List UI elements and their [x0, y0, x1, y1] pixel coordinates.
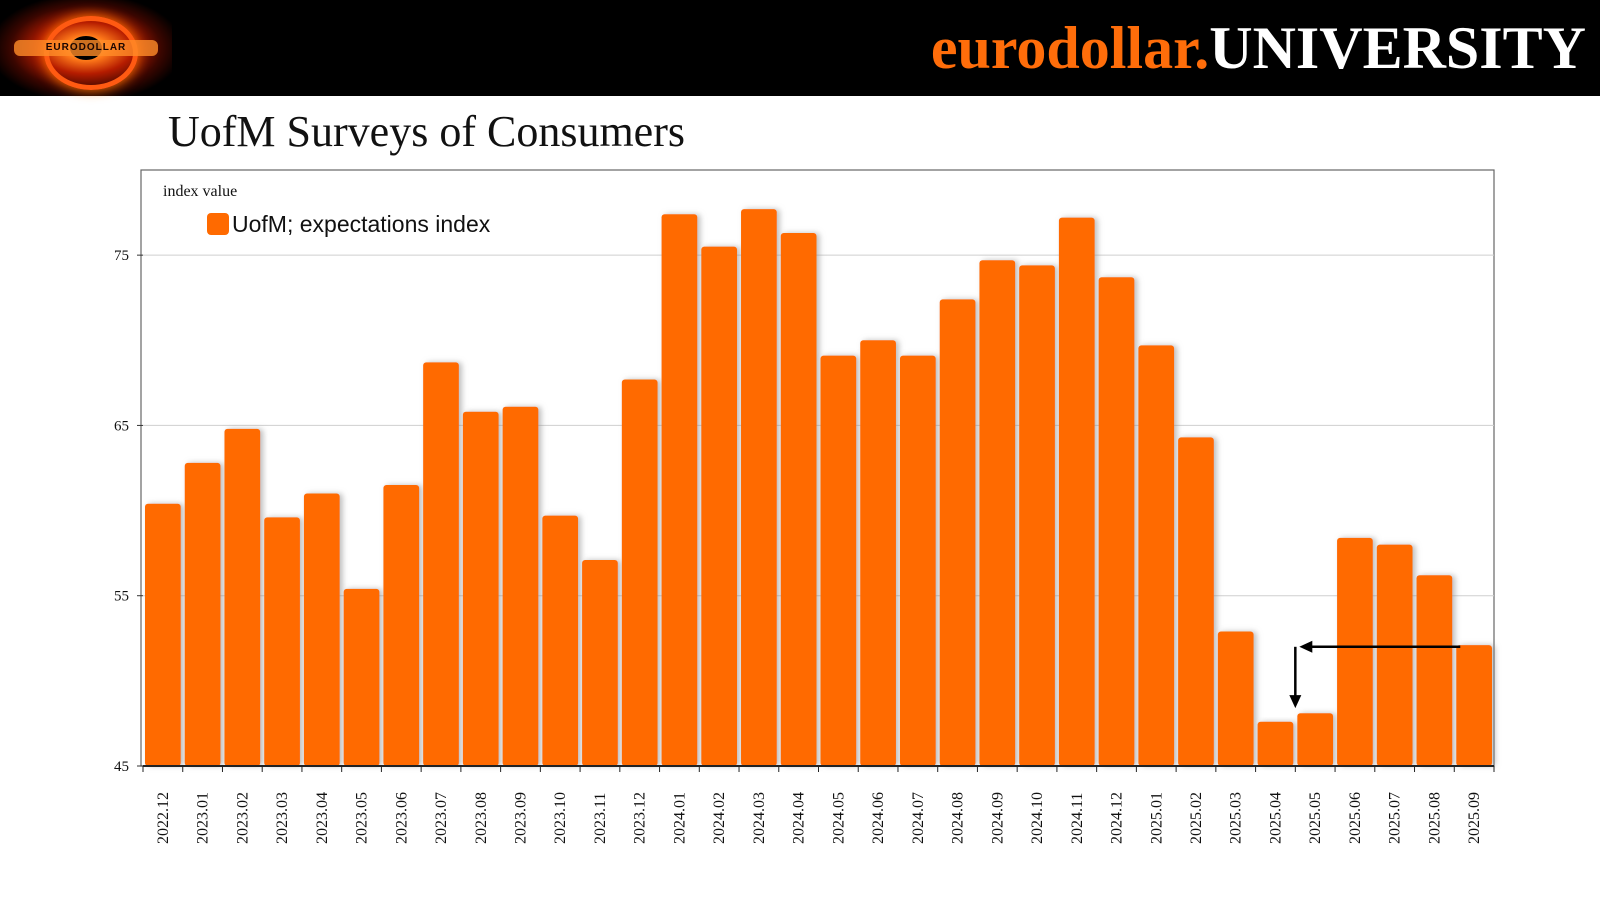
bar: [1297, 713, 1334, 766]
brand-wordmark: eurodollar.UNIVERSITY: [931, 4, 1586, 92]
bar: [1257, 721, 1294, 766]
arrowhead-down-icon: [1289, 695, 1302, 709]
arrowhead-left-icon: [1299, 640, 1313, 653]
x-tick-label: 2023.09: [512, 792, 529, 844]
header-bar: EURODOLLAR eurodollar.UNIVERSITY: [0, 0, 1600, 96]
x-tick-label: 2024.08: [950, 792, 967, 844]
bar: [502, 406, 539, 766]
bar: [820, 355, 857, 766]
bar: [780, 233, 817, 766]
x-tick-label: 2025.04: [1267, 792, 1284, 844]
bar: [621, 379, 658, 766]
eurodollar-logo: EURODOLLAR: [0, 0, 172, 96]
bar: [145, 503, 181, 766]
y-tick-label: 55: [114, 589, 129, 605]
bar: [1456, 645, 1492, 766]
brand-eurodollar: eurodollar.: [930, 15, 1210, 81]
bar: [184, 462, 221, 766]
y-tick-label: 45: [114, 759, 129, 775]
bar: [1217, 631, 1254, 766]
x-tick-label: 2023.06: [393, 792, 410, 844]
x-tick-label: 2024.07: [910, 792, 927, 844]
x-tick-label: 2024.04: [791, 792, 808, 844]
bar: [661, 214, 698, 766]
x-tick-label: 2024.09: [989, 792, 1006, 844]
x-tick-label: 2024.11: [1069, 793, 1086, 844]
x-tick-label: 2025.06: [1347, 792, 1364, 844]
x-tick-label: 2025.05: [1307, 792, 1324, 844]
x-tick-label: 2024.06: [870, 792, 887, 844]
x-tick-label: 2024.02: [711, 792, 728, 844]
bar-chart: 45 55 65 75 2022.12 2023.01 2023.02 2023.03 2023…: [114, 169, 1495, 844]
bar: [542, 515, 579, 766]
bar: [423, 362, 459, 766]
x-tick-label: 2023.03: [274, 792, 291, 844]
bar: [462, 411, 499, 766]
legend-swatch: [207, 213, 229, 235]
bar: [860, 340, 896, 766]
x-tick-label: 2023.02: [234, 792, 251, 844]
bar: [383, 485, 420, 766]
y-axis-label: index value: [163, 183, 237, 200]
y-tick-label: 75: [114, 248, 129, 264]
x-tick-label: 2023.04: [314, 792, 331, 844]
x-tick-label: 2025.01: [1148, 792, 1165, 844]
bar: [701, 246, 738, 767]
x-tick-label: 2025.09: [1466, 792, 1483, 844]
bar: [1416, 575, 1453, 766]
x-tick-label: 2025.02: [1188, 792, 1205, 844]
x-tick-label: 2023.01: [195, 792, 212, 844]
logo-text: EURODOLLAR: [14, 40, 158, 56]
bar: [939, 299, 976, 766]
bar: [1376, 544, 1413, 766]
bar: [979, 260, 1016, 766]
brand-university: UNIVERSITY: [1209, 15, 1586, 81]
x-tick-label: 2024.05: [830, 792, 847, 844]
x-tick-label: 2025.03: [1228, 792, 1245, 844]
bar: [264, 517, 300, 766]
bar: [1178, 437, 1214, 766]
bar: [582, 559, 618, 766]
bar: [1098, 277, 1135, 766]
x-tick-label: 2024.10: [1029, 792, 1046, 844]
bar: [1138, 345, 1175, 766]
bar: [224, 428, 261, 766]
x-tick-label: 2023.07: [433, 792, 450, 844]
x-tick-label: 2023.10: [552, 792, 569, 844]
x-tick-label: 2023.08: [473, 792, 490, 844]
x-tick-label: 2025.08: [1426, 792, 1443, 844]
bar: [741, 209, 777, 766]
bar: [1058, 217, 1095, 766]
x-tick-label: 2023.11: [592, 793, 609, 844]
bar: [1019, 265, 1055, 766]
x-tick-label: 2024.12: [1109, 792, 1126, 844]
x-tick-label: 2025.07: [1387, 792, 1404, 844]
bar: [343, 588, 380, 766]
bar: [1337, 537, 1373, 766]
x-tick-label: 2023.05: [354, 792, 371, 844]
x-tick-label: 2023.12: [632, 792, 649, 844]
bar: [303, 493, 340, 766]
x-tick-label: 2024.03: [751, 792, 768, 844]
legend-label: UofM; expectations index: [232, 211, 491, 237]
page-title: UofM Surveys of Consumers: [168, 107, 685, 156]
x-tick-label: 2024.01: [671, 792, 688, 844]
bar: [899, 355, 936, 766]
x-tick-label: 2022.12: [155, 792, 172, 844]
y-tick-label: 65: [114, 418, 129, 434]
